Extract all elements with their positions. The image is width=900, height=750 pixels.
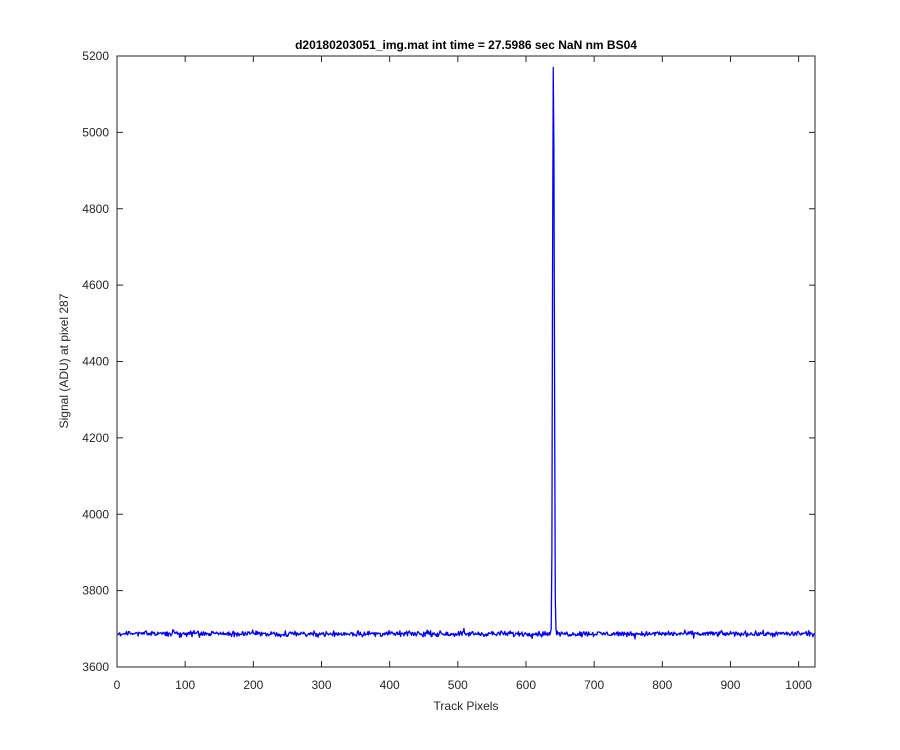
x-tick-label: 800 [652, 678, 672, 692]
y-tick-label: 5000 [82, 125, 109, 139]
x-tick-label: 300 [311, 678, 331, 692]
y-tick-label: 3800 [82, 584, 109, 598]
x-tick-label: 0 [114, 678, 121, 692]
x-tick-label: 400 [380, 678, 400, 692]
plot-frame [116, 55, 816, 668]
tick-layer: 0 100 200 300 400 500 600 700 800 900 1000 3600 3800… [82, 49, 815, 692]
y-tick-label: 3600 [82, 660, 109, 674]
x-axis-title: Track Pixels [434, 699, 499, 713]
y-tick-label: 4400 [82, 355, 109, 369]
x-tick-label: 700 [584, 678, 604, 692]
x-tick-label: 1000 [785, 678, 812, 692]
y-tick-label: 5200 [82, 49, 109, 63]
x-tick-label: 600 [516, 678, 536, 692]
x-tick-label: 900 [720, 678, 740, 692]
y-tick-label: 4200 [82, 431, 109, 445]
plot-background [117, 56, 815, 667]
x-tick-label: 200 [243, 678, 263, 692]
x-tick-label: 100 [175, 678, 195, 692]
chart-title: d20180203051_img.mat int time = 27.5986 … [295, 38, 637, 52]
y-axis-title: Signal (ADU) at pixel 287 [57, 293, 71, 428]
series-layer [117, 66, 816, 640]
y-tick-label: 4000 [82, 507, 109, 521]
y-tick-label: 4600 [82, 278, 109, 292]
x-tick-label: 500 [448, 678, 468, 692]
y-tick-label: 4800 [82, 202, 109, 216]
signal-line [117, 66, 816, 640]
